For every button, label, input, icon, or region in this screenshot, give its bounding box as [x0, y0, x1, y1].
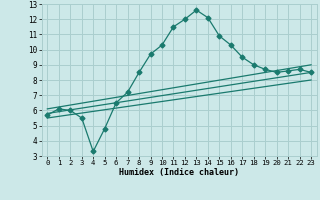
- X-axis label: Humidex (Indice chaleur): Humidex (Indice chaleur): [119, 168, 239, 177]
